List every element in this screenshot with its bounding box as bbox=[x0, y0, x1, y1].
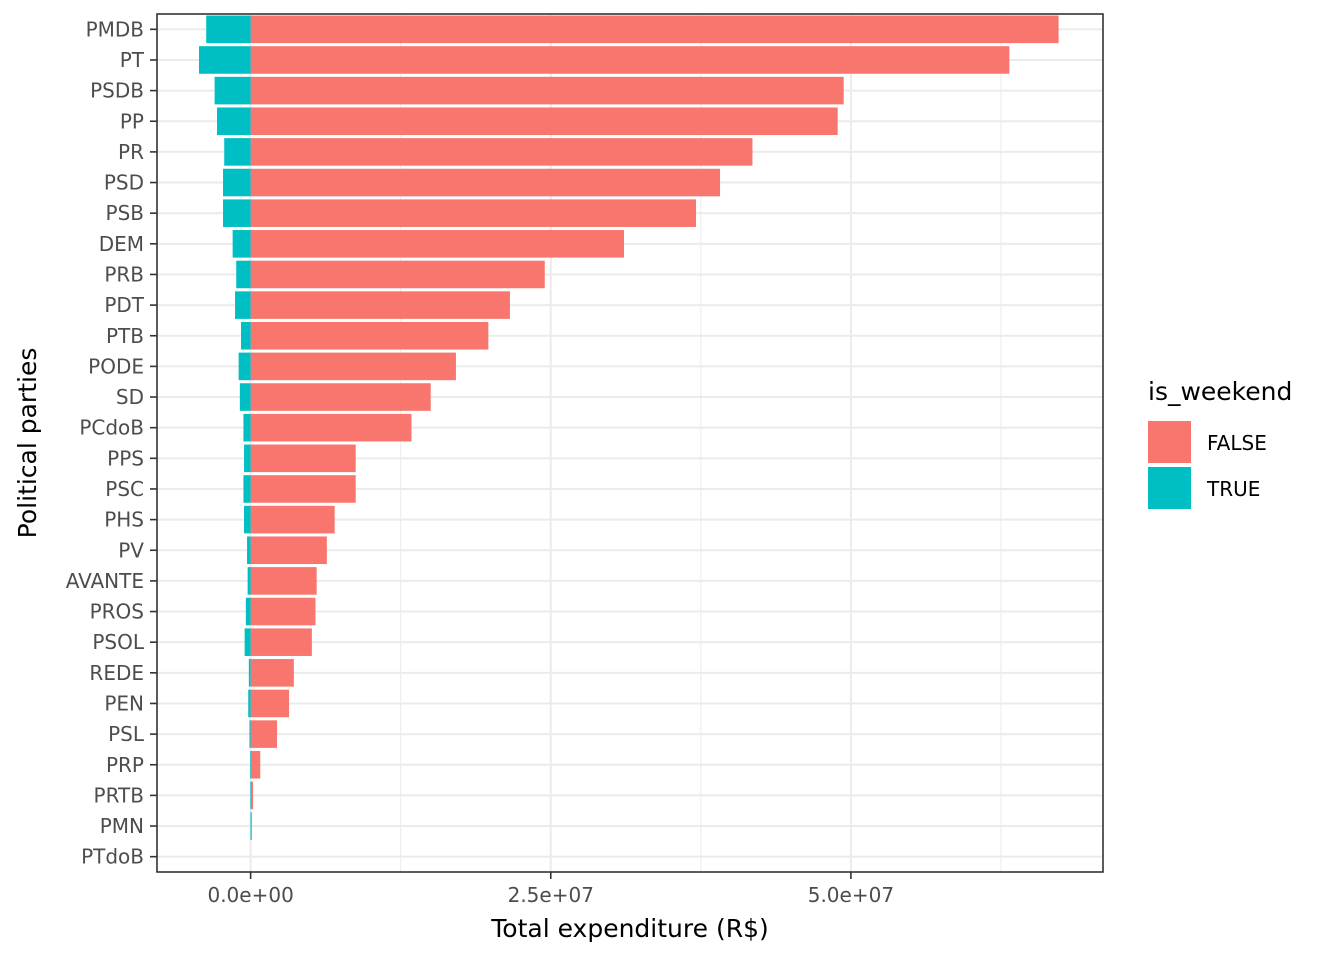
bar-pv-true bbox=[247, 536, 251, 565]
bar-psdb-true bbox=[214, 76, 251, 105]
bar-psol-false bbox=[250, 628, 312, 656]
panel-border bbox=[156, 13, 1104, 873]
bar-phs-true bbox=[244, 505, 251, 534]
bar-sd-true bbox=[239, 383, 251, 411]
bar-psol-true bbox=[244, 628, 251, 656]
bar-psdb-false bbox=[250, 76, 844, 105]
y-tick-label-pp: PP bbox=[120, 109, 144, 133]
bar-pt-true bbox=[199, 46, 251, 74]
legend-key-false bbox=[1148, 421, 1191, 463]
bar-prtb-true bbox=[250, 781, 252, 810]
bar-prp-false bbox=[250, 750, 261, 779]
bar-pps-false bbox=[250, 444, 356, 473]
bar-psc-true bbox=[243, 475, 251, 503]
y-tick-label-pmdb: PMDB bbox=[86, 17, 144, 41]
legend-label-true: TRUE bbox=[1206, 477, 1260, 501]
bar-pt-false bbox=[250, 46, 1010, 74]
legend: is_weekend FALSE TRUE bbox=[1148, 377, 1292, 509]
y-tick-label-psol: PSOL bbox=[92, 630, 144, 654]
y-tick-label-psdb: PSDB bbox=[90, 79, 144, 103]
bar-rede-true bbox=[248, 659, 251, 687]
bar-prb-true bbox=[236, 260, 251, 289]
y-tick-label-pv: PV bbox=[118, 538, 144, 562]
y-tick-label-ptb: PTB bbox=[106, 324, 144, 348]
bar-psd-true bbox=[223, 168, 251, 197]
bar-pros-true bbox=[245, 597, 251, 626]
bar-pode-false bbox=[250, 352, 456, 381]
bar-pen-false bbox=[250, 689, 290, 718]
bar-avante-false bbox=[250, 567, 317, 595]
y-axis-title: Political parties bbox=[13, 348, 42, 539]
x-axis-ticks: 0.0e+00 2.5e+07 5.0e+07 bbox=[207, 872, 894, 907]
bar-psb-true bbox=[223, 199, 251, 227]
bar-ptb-true bbox=[241, 321, 251, 350]
bars bbox=[199, 15, 1059, 840]
bar-pros-false bbox=[250, 597, 316, 626]
bar-pcdob-true bbox=[243, 413, 251, 442]
legend-title: is_weekend bbox=[1148, 377, 1292, 406]
bar-pdt-true bbox=[235, 291, 251, 319]
bar-pmdb-true bbox=[206, 15, 251, 44]
y-tick-label-pcdob: PCdoB bbox=[79, 416, 144, 440]
y-tick-label-ptdob: PTdoB bbox=[81, 845, 144, 869]
bar-rede-false bbox=[250, 659, 294, 687]
legend-label-false: FALSE bbox=[1207, 431, 1267, 455]
y-tick-label-pr: PR bbox=[118, 140, 144, 164]
bar-psd-false bbox=[250, 168, 721, 197]
y-tick-label-pt: PT bbox=[120, 48, 145, 72]
y-tick-label-dem: DEM bbox=[99, 232, 144, 256]
y-tick-label-pmn: PMN bbox=[100, 814, 144, 838]
y-tick-label-sd: SD bbox=[116, 385, 144, 409]
x-axis-title: Total expenditure (R$) bbox=[490, 914, 768, 943]
bar-pcdob-false bbox=[250, 413, 412, 442]
bar-prb-false bbox=[250, 260, 545, 289]
bar-pode-true bbox=[238, 352, 251, 381]
y-tick-label-psd: PSD bbox=[104, 171, 144, 195]
bar-dem-false bbox=[250, 230, 624, 258]
y-tick-label-prtb: PRTB bbox=[94, 783, 144, 807]
y-tick-label-pode: PODE bbox=[88, 354, 144, 378]
bar-sd-false bbox=[250, 383, 431, 411]
bar-psb-false bbox=[250, 199, 697, 227]
bar-pr-true bbox=[224, 138, 251, 166]
y-tick-label-prp: PRP bbox=[106, 753, 144, 777]
y-tick-label-rede: REDE bbox=[89, 661, 144, 685]
bar-avante-true bbox=[247, 567, 251, 595]
bar-dem-true bbox=[232, 230, 251, 258]
legend-key-true bbox=[1148, 467, 1191, 509]
y-tick-label-prb: PRB bbox=[104, 262, 144, 286]
y-tick-label-pen: PEN bbox=[104, 691, 144, 715]
bar-pmn-true bbox=[250, 812, 252, 840]
bar-psc-false bbox=[250, 475, 356, 503]
bar-prp-true bbox=[250, 750, 252, 779]
y-tick-label-psl: PSL bbox=[108, 722, 145, 746]
legend-items: FALSE TRUE bbox=[1148, 421, 1267, 509]
bar-pps-true bbox=[244, 444, 251, 473]
bar-pp-true bbox=[217, 107, 251, 136]
y-tick-label-pps: PPS bbox=[107, 446, 144, 470]
y-axis-ticks: PMDB PT PSDB PP PR PSD PSB DEM PRB PDT PTB PODE SD PC… bbox=[66, 17, 157, 869]
bar-pp-false bbox=[250, 107, 838, 136]
bar-pdt-false bbox=[250, 291, 510, 319]
bar-phs-false bbox=[250, 505, 335, 534]
bar-prtb-false bbox=[250, 781, 254, 810]
y-tick-label-avante: AVANTE bbox=[66, 569, 144, 593]
y-tick-label-phs: PHS bbox=[104, 508, 144, 532]
bar-psl-true bbox=[249, 720, 251, 748]
y-tick-label-psc: PSC bbox=[105, 477, 144, 501]
bar-pmdb-false bbox=[250, 15, 1059, 44]
bar-ptb-false bbox=[250, 321, 489, 350]
bar-pr-false bbox=[250, 138, 753, 166]
y-tick-label-pros: PROS bbox=[90, 600, 144, 624]
bar-psl-false bbox=[250, 720, 278, 748]
x-tick-label: 2.5e+07 bbox=[508, 883, 594, 907]
x-tick-label: 5.0e+07 bbox=[808, 883, 894, 907]
y-tick-label-psb: PSB bbox=[106, 201, 144, 225]
y-tick-label-pdt: PDT bbox=[104, 293, 144, 317]
bar-pv-false bbox=[250, 536, 327, 565]
x-tick-label: 0.0e+00 bbox=[207, 883, 293, 907]
bar-pen-true bbox=[248, 689, 251, 718]
